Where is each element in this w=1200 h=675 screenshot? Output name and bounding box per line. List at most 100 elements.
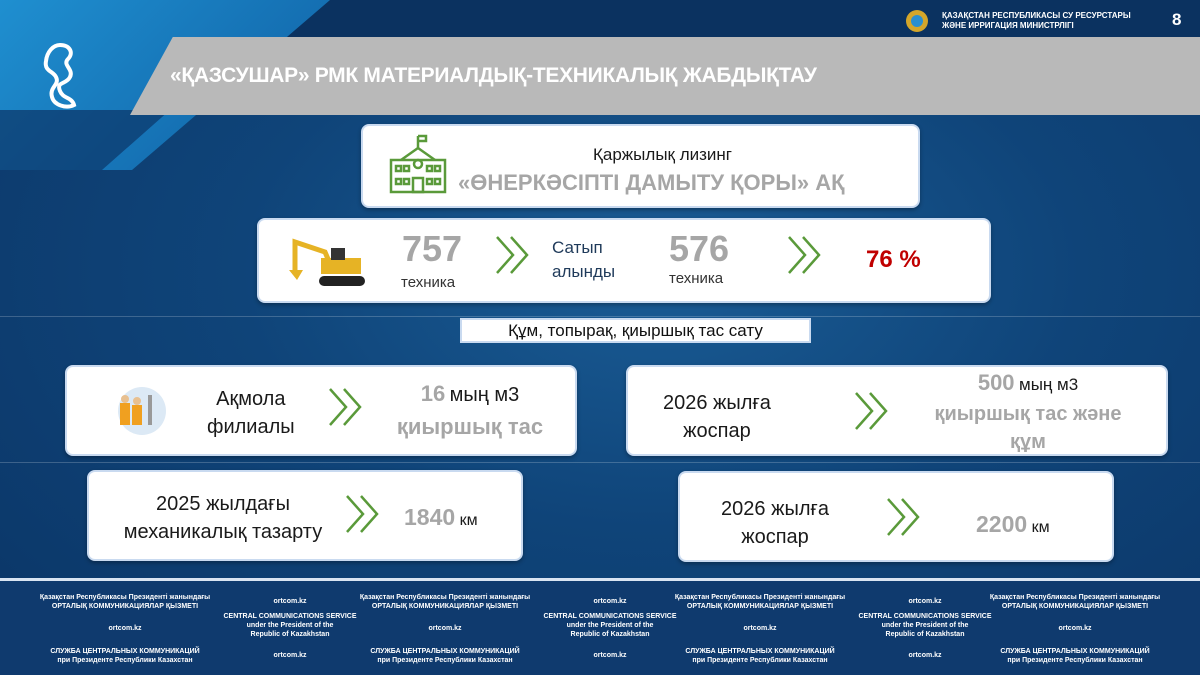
plan-cleaning-label: 2026 жылға жоспар	[710, 495, 840, 551]
footer-line: ОРТАЛЫҚ КОММУНИКАЦИЯЛАР ҚЫЗМЕТІ	[686, 603, 834, 610]
footer-line: ОРТАЛЫҚ КОММУНИКАЦИЯЛАР ҚЫЗМЕТІ	[371, 603, 519, 610]
footer-site-text: ortcom.kz	[908, 597, 941, 606]
cleaning-label-2: механикалық тазарту	[123, 521, 323, 543]
footer-line: ortcom.kz	[593, 598, 627, 605]
footer-line: under the President of the	[246, 622, 334, 629]
footer-line: Қазақстан Республикасы Президенті жанынд…	[989, 594, 1161, 601]
cleaning-unit: км	[459, 512, 478, 529]
footer-line: ОРТАЛЫҚ КОММУНИКАЦИЯЛАР ҚЫЗМЕТІ	[1001, 603, 1149, 610]
double-chevron-icon	[346, 495, 379, 533]
page-title: «ҚАЗСУШАР» РМК МАТЕРИАЛДЫҚ-ТЕХНИКАЛЫҚ ЖА…	[170, 64, 817, 87]
footer-en-text: CENTRAL COMMUNICATIONS SERVICE under the …	[223, 612, 356, 639]
footer-site-text: ortcom.kz	[273, 651, 306, 660]
footer-line: СЛУЖБА ЦЕНТРАЛЬНЫХ КОММУНИКАЦИЙ	[370, 648, 520, 655]
divider	[0, 316, 1200, 317]
plan-gravel-label-2: жоспар	[683, 420, 751, 442]
akmola-label: Ақмола филиалы	[207, 385, 295, 441]
footer-line: СЛУЖБА ЦЕНТРАЛЬНЫХ КОММУНИКАЦИЙ	[50, 648, 200, 655]
double-chevron-icon	[788, 236, 821, 274]
footer-ru-text: СЛУЖБА ЦЕНТРАЛЬНЫХ КОММУНИКАЦИЙ при Прези…	[370, 647, 519, 665]
footer-site-text: ortcom.kz	[428, 624, 461, 633]
footer-line: ortcom.kz	[1058, 625, 1092, 632]
footer-line: CENTRAL COMMUNICATIONS SERVICE	[223, 613, 357, 620]
footer-line: ortcom.kz	[273, 652, 307, 659]
page-number: 8	[1172, 10, 1182, 29]
ministry-line-1: ҚАЗАҚСТАН РЕСПУБЛИКАСЫ СУ РЕСУРСТАРЫ	[942, 11, 1131, 20]
plan-gravel-desc-2: құм	[1010, 431, 1046, 453]
footer-line: ОРТАЛЫҚ КОММУНИКАЦИЯЛАР ҚЫЗМЕТІ	[51, 603, 199, 610]
purchased-label-1: Сатып	[552, 238, 603, 257]
state-emblem-icon	[906, 10, 928, 32]
footer-kz-text: Қазақстан Республикасы Президенті жанынд…	[675, 593, 845, 611]
cleaning-value-block: 1840 км	[404, 504, 478, 531]
footer-line: Қазақстан Республикасы Президенті жанынд…	[674, 594, 846, 601]
footer-line: при Президенте Республики Казахстан	[57, 657, 193, 664]
footer-line: CENTRAL COMMUNICATIONS SERVICE	[858, 613, 992, 620]
footer-site-text: ortcom.kz	[743, 624, 776, 633]
akmola-unit: мың м3	[449, 384, 520, 406]
purchased-percent: 76 %	[866, 246, 921, 273]
plan-gravel-card: 2026 жылға жоспар 500 мың м3 қиыршық тас ж…	[626, 365, 1168, 456]
plan-cleaning-value-block: 2200 км	[976, 511, 1050, 538]
section-label: Құм, топырақ, қиыршық тас сату	[460, 318, 811, 343]
footer-kz-text: Қазақстан Республикасы Президенті жанынд…	[360, 593, 530, 611]
double-chevron-icon	[329, 388, 362, 426]
footer-line: СЛУЖБА ЦЕНТРАЛЬНЫХ КОММУНИКАЦИЙ	[1000, 648, 1150, 655]
double-chevron-icon	[887, 498, 920, 536]
title-band	[130, 37, 1200, 115]
footer-line: Republic of Kazakhstan	[885, 631, 965, 638]
footer-line: ortcom.kz	[273, 598, 307, 605]
cleaning-card: 2025 жылдағы механикалық тазарту 1840 км	[87, 470, 523, 561]
footer-line: при Президенте Республики Казахстан	[377, 657, 513, 664]
akmola-value: 16	[420, 381, 446, 406]
excavator-icon	[289, 238, 365, 286]
purchased-label-2: алынды	[552, 262, 616, 281]
equipment-card: 757 техника Сатып алынды 576 техника 76 %	[257, 218, 991, 303]
plan-gravel-desc-1: қиыршық тас және	[934, 403, 1122, 425]
footer-line: under the President of the	[566, 622, 654, 629]
cleaning-label-1: 2025 жылдағы	[156, 493, 290, 515]
footer-site-text: ortcom.kz	[908, 651, 941, 660]
double-chevron-icon	[496, 236, 529, 274]
building-icon	[389, 134, 447, 194]
plan-cleaning-label-1: 2026 жылға	[721, 498, 829, 520]
footer-site-text: ortcom.kz	[1058, 624, 1091, 633]
footer-line: при Президенте Республики Казахстан	[692, 657, 828, 664]
footer-site-text: ortcom.kz	[108, 624, 141, 633]
ministry-name: ҚАЗАҚСТАН РЕСПУБЛИКАСЫ СУ РЕСУРСТАРЫ ЖӘНЕ…	[942, 11, 1131, 31]
footer-site-text: ortcom.kz	[273, 597, 306, 606]
footer-line: ortcom.kz	[108, 625, 142, 632]
footer-site-text: ortcom.kz	[593, 597, 626, 606]
plan-cleaning-value: 2200	[976, 511, 1028, 537]
footer-line: Қазақстан Республикасы Президенті жанынд…	[39, 594, 211, 601]
plan-gravel-value: 500	[977, 370, 1015, 395]
footer-line: under the President of the	[881, 622, 969, 629]
divider	[0, 462, 1200, 463]
akmola-label-1: Ақмола	[216, 388, 286, 410]
footer-line: CENTRAL COMMUNICATIONS SERVICE	[543, 613, 677, 620]
double-chevron-icon	[855, 392, 888, 430]
footer-line: Republic of Kazakhstan	[250, 631, 330, 638]
total-equipment-value: 757	[402, 228, 463, 269]
leasing-card: Қаржылық лизинг «ӨНЕРКӘСІПТІ ДАМЫТУ ҚОРЫ…	[361, 124, 920, 208]
akmola-desc: қиыршық тас	[396, 414, 544, 439]
footer-ru-text: СЛУЖБА ЦЕНТРАЛЬНЫХ КОММУНИКАЦИЙ при Прези…	[685, 647, 834, 665]
footer-ru-text: СЛУЖБА ЦЕНТРАЛЬНЫХ КОММУНИКАЦИЙ при Прези…	[1000, 647, 1149, 665]
plan-gravel-label-1: 2026 жылға	[663, 392, 771, 414]
footer-line: Republic of Kazakhstan	[570, 631, 650, 638]
purchased-label: Сатып алынды	[552, 236, 615, 284]
cleaning-label: 2025 жылдағы механикалық тазарту	[103, 490, 343, 546]
plan-cleaning-card: 2026 жылға жоспар 2200 км	[678, 471, 1114, 562]
footer-line: при Президенте Республики Казахстан	[1007, 657, 1143, 664]
footer-site-text: ortcom.kz	[593, 651, 626, 660]
plan-gravel-unit: мың м3	[1019, 375, 1079, 394]
akmola-value-block: 16 мың м3 қиыршық тас	[385, 379, 555, 442]
plan-cleaning-label-2: жоспар	[741, 526, 809, 548]
footer-watermark: Қазақстан Республикасы Президенті жанынд…	[0, 578, 1200, 675]
footer-en-text: CENTRAL COMMUNICATIONS SERVICE under the …	[543, 612, 676, 639]
footer-line: ortcom.kz	[428, 625, 462, 632]
footer-ru-text: СЛУЖБА ЦЕНТРАЛЬНЫХ КОММУНИКАЦИЙ при Прези…	[50, 647, 199, 665]
total-equipment-unit: техника	[401, 274, 456, 291]
footer-kz-text: Қазақстан Республикасы Президенті жанынд…	[990, 593, 1160, 611]
workers-icon	[118, 387, 166, 435]
